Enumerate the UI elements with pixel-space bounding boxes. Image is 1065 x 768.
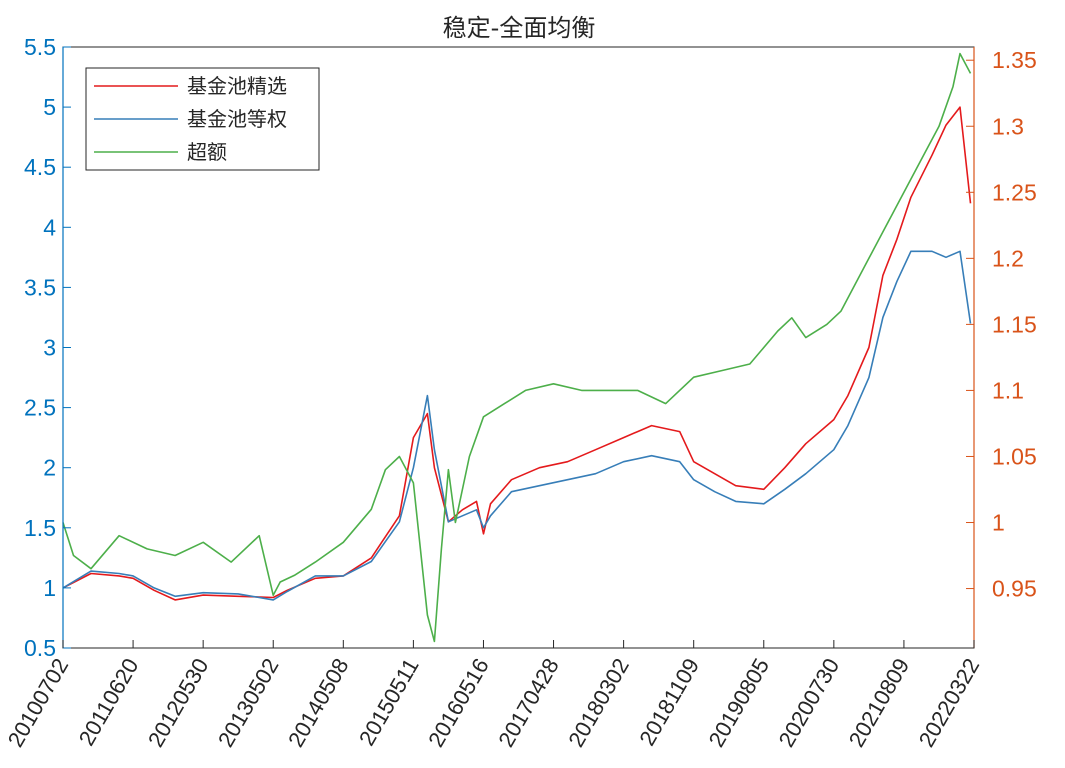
x-tick-label: 20220322	[914, 654, 985, 751]
x-tick-label: 20200730	[774, 654, 845, 751]
right-tick-label: 0.95	[992, 576, 1037, 602]
left-y-axis: 0.5 1 1.5 2 2.5 3 3.5 4 4.5 5 5.5	[24, 34, 71, 661]
legend-label: 基金池精选	[187, 74, 287, 98]
left-tick-label: 4.5	[24, 154, 56, 180]
right-tick-label: 1.15	[992, 311, 1037, 337]
x-tick-label: 20180302	[563, 654, 634, 751]
left-tick-label: 5	[43, 94, 56, 120]
left-tick-label: 4	[43, 214, 56, 240]
x-tick-label: 20110620	[74, 654, 144, 750]
left-tick-label: 2.5	[24, 395, 56, 421]
right-tick-label: 1.3	[992, 113, 1024, 139]
legend-label: 超额	[187, 140, 227, 164]
left-tick-label: 2	[43, 455, 56, 481]
chart-title: 稳定-全面均衡	[443, 14, 596, 42]
right-tick-label: 1.35	[992, 47, 1037, 73]
x-tick-label: 20181109	[634, 654, 704, 750]
left-tick-label: 3	[43, 335, 56, 361]
series-line-1	[62, 106, 972, 601]
right-tick-label: 1	[992, 510, 1005, 536]
x-tick-label: 20210809	[844, 654, 915, 751]
x-tick-label: 20170428	[493, 654, 564, 751]
x-tick-label: 20120530	[143, 654, 214, 751]
left-tick-label: 5.5	[24, 34, 56, 60]
right-tick-label: 1.2	[992, 245, 1024, 271]
plot-area	[62, 52, 972, 643]
legend-label: 基金池等权	[187, 107, 287, 131]
series-line-2	[62, 250, 972, 601]
series-line-3	[62, 52, 972, 643]
left-tick-label: 0.5	[24, 635, 56, 661]
left-tick-label: 3.5	[24, 274, 56, 300]
right-y-axis: 0.95 1 1.05 1.1 1.15 1.2 1.25 1.3 1.35	[966, 47, 1037, 648]
left-tick-label: 1	[43, 575, 56, 601]
right-tick-label: 1.1	[992, 377, 1024, 403]
x-tick-label: 20160516	[423, 654, 494, 751]
right-tick-label: 1.05	[992, 443, 1037, 469]
x-tick-label: 20130502	[213, 654, 284, 751]
x-axis: 20100702 20110620 20120530 20130502 20140508…	[3, 640, 985, 751]
x-tick-label: 20190805	[704, 654, 775, 751]
right-tick-label: 1.25	[992, 179, 1037, 205]
left-tick-label: 1.5	[24, 515, 56, 541]
x-tick-label: 20100702	[3, 654, 74, 751]
x-tick-label: 20150511	[354, 654, 424, 750]
x-tick-label: 20140508	[283, 654, 354, 751]
